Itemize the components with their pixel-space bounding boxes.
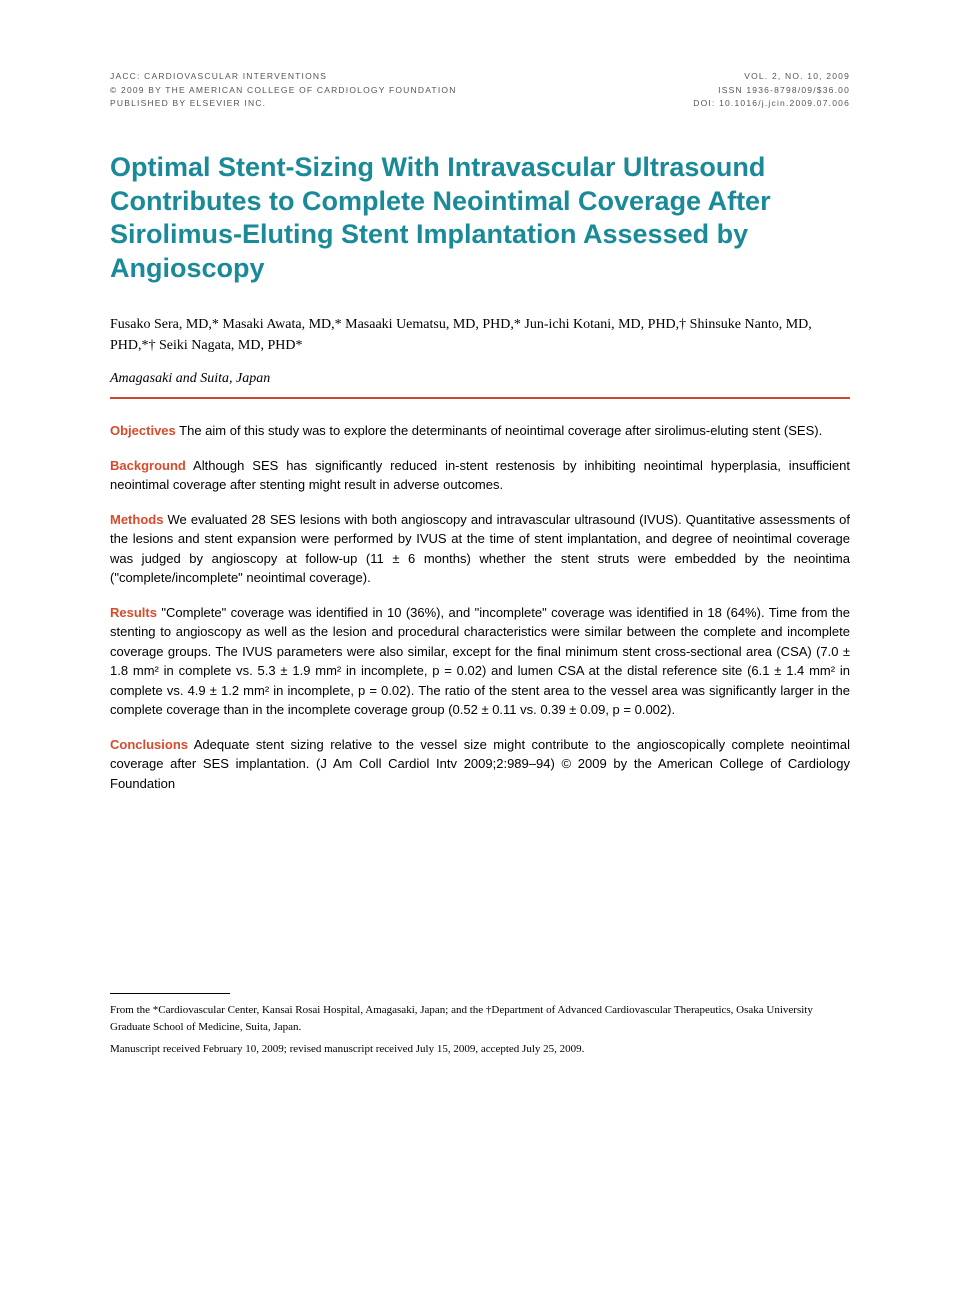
copyright-line: © 2009 BY THE AMERICAN COLLEGE OF CARDIO… [110, 84, 457, 98]
methods-text: We evaluated 28 SES lesions with both an… [110, 512, 850, 586]
conclusions-text: Adequate stent sizing relative to the ve… [110, 737, 850, 791]
abstract-background: Background Although SES has significantl… [110, 456, 850, 495]
header-right: VOL. 2, NO. 10, 2009 ISSN 1936-8798/09/$… [693, 70, 850, 111]
footnote-affiliation: From the *Cardiovascular Center, Kansai … [110, 1002, 850, 1035]
results-label: Results [110, 605, 157, 620]
abstract-conclusions: Conclusions Adequate stent sizing relati… [110, 735, 850, 794]
header-left: JACC: CARDIOVASCULAR INTERVENTIONS © 200… [110, 70, 457, 111]
article-title: Optimal Stent-Sizing With Intravascular … [110, 151, 850, 286]
objectives-text: The aim of this study was to explore the… [176, 423, 822, 438]
background-label: Background [110, 458, 186, 473]
methods-label: Methods [110, 512, 163, 527]
journal-header: JACC: CARDIOVASCULAR INTERVENTIONS © 200… [110, 70, 850, 111]
abstract-methods: Methods We evaluated 28 SES lesions with… [110, 510, 850, 588]
abstract-results: Results "Complete" coverage was identifi… [110, 603, 850, 720]
conclusions-label: Conclusions [110, 737, 188, 752]
results-text: "Complete" coverage was identified in 10… [110, 605, 850, 718]
background-text: Although SES has significantly reduced i… [110, 458, 850, 493]
doi-info: DOI: 10.1016/j.jcin.2009.07.006 [693, 97, 850, 111]
footnote-divider [110, 993, 230, 994]
abstract-objectives: Objectives The aim of this study was to … [110, 421, 850, 441]
objectives-label: Objectives [110, 423, 176, 438]
footnote-manuscript: Manuscript received February 10, 2009; r… [110, 1041, 850, 1058]
volume-info: VOL. 2, NO. 10, 2009 [693, 70, 850, 84]
title-divider [110, 397, 850, 399]
issn-info: ISSN 1936-8798/09/$36.00 [693, 84, 850, 98]
authors-list: Fusako Sera, MD,* Masaki Awata, MD,* Mas… [110, 314, 850, 357]
journal-name: JACC: CARDIOVASCULAR INTERVENTIONS [110, 70, 457, 84]
affiliation-cities: Amagasaki and Suita, Japan [110, 371, 850, 387]
publisher-line: PUBLISHED BY ELSEVIER INC. [110, 97, 457, 111]
